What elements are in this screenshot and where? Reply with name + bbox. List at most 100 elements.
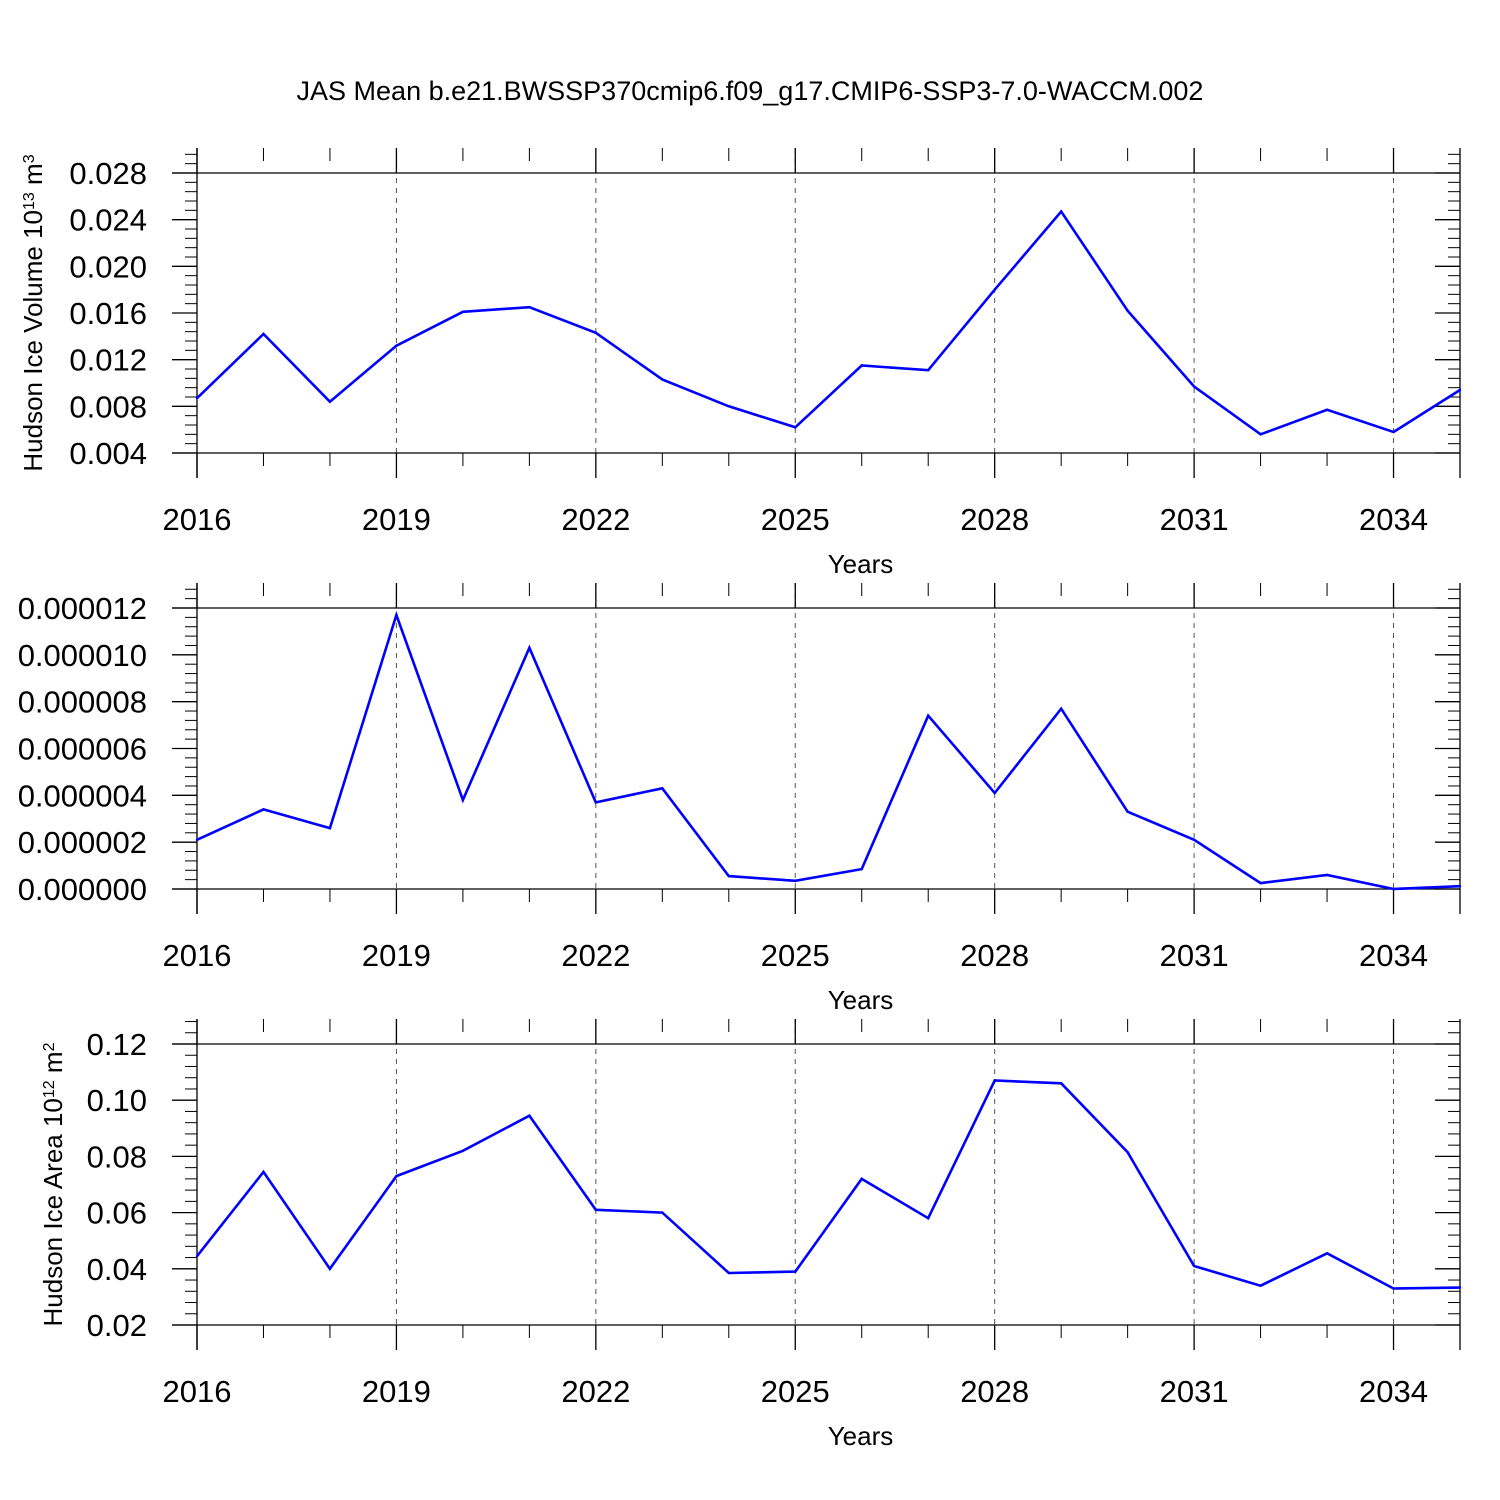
panel-2-data-point xyxy=(661,1211,664,1214)
panel-0-xtick-label: 2019 xyxy=(362,502,431,537)
panel-2-ylabel-ylabel_sup1: 12 xyxy=(41,1080,58,1098)
panel-0-data-point xyxy=(262,332,265,336)
panel-2-xtick-label: 2034 xyxy=(1359,1374,1428,1409)
panel-1-ytick-label: 0.000004 xyxy=(18,778,147,813)
panel-0-data-point xyxy=(1259,433,1262,436)
panel-2-series-line xyxy=(195,1079,1461,1290)
panel-1-series-line xyxy=(196,610,1461,891)
panel-2-xtick-label: 2028 xyxy=(960,1374,1029,1409)
panel-1-data-point xyxy=(1192,838,1196,842)
panel-1-xtick-label: 2028 xyxy=(960,938,1029,973)
panel-0-xtick-label: 2031 xyxy=(1160,502,1229,537)
panel-0-data-point xyxy=(1192,385,1196,388)
panel-1-xtick-label: 2031 xyxy=(1160,938,1229,973)
panel-2-ytick-label: 0.06 xyxy=(87,1196,147,1231)
panel-0-xtick-label: 2016 xyxy=(163,502,232,537)
panel-2-data-point xyxy=(1259,1284,1262,1287)
panel-0-xtick-label: 2025 xyxy=(761,502,830,537)
panel-0-data-point xyxy=(860,364,863,367)
panel-1-xtick-label: 2034 xyxy=(1359,938,1428,973)
panel-2-xtick-label: 2022 xyxy=(561,1374,630,1409)
panel-2-ytick-label: 0.08 xyxy=(87,1139,147,1174)
panel-2-ytick-label: 0.12 xyxy=(87,1027,147,1062)
chart-title: JAS Mean b.e21.BWSSP370cmip6.f09_g17.CMI… xyxy=(297,76,1204,106)
panel-0-ytick-label: 0.024 xyxy=(69,203,147,238)
panel-2-data-point xyxy=(528,1114,531,1117)
panel-1-xtick-label: 2022 xyxy=(561,938,630,973)
panel-1-xtick-label: 2025 xyxy=(761,938,830,973)
panel-2-data-point xyxy=(1325,1252,1329,1255)
panel-0-data-point xyxy=(528,305,531,309)
panel-0-ytick-label: 0.012 xyxy=(69,343,147,378)
panel-0-xlabel: Years xyxy=(828,549,894,579)
panel-1-data-point xyxy=(993,791,996,795)
panel-1-ytick-label: 0.000010 xyxy=(18,638,147,673)
panel-0-data-point xyxy=(1059,210,1063,213)
panel-2-data-point xyxy=(1059,1082,1063,1085)
panel-2-data-point xyxy=(860,1177,863,1181)
panel-2-data-point xyxy=(727,1271,730,1275)
panel-0-data-point xyxy=(1126,309,1129,312)
ice-thickness-panel: 2016 2019 2022 2025 2028 2031 2034 0.000000 0.00… xyxy=(18,583,1462,1015)
panel-1-ytick-label: 0.000006 xyxy=(18,732,147,767)
panel-1-data-point xyxy=(794,879,797,883)
panel-2-data-point xyxy=(262,1170,265,1174)
panel-1-data-point xyxy=(1458,884,1462,888)
panel-0-ytick-label: 0.020 xyxy=(69,249,147,284)
panel-2-ytick-label: 0.04 xyxy=(87,1252,147,1287)
panel-1-data-point xyxy=(927,714,930,717)
panel-0-data-point xyxy=(328,400,332,403)
panel-0-ytick-label: 0.016 xyxy=(69,296,147,331)
ice-volume-panel: 2016 2019 2022 2025 2028 2031 2034 0.004 0.008 0.… xyxy=(18,148,1462,579)
panel-1-data-point xyxy=(727,874,730,878)
panel-0-data-point xyxy=(461,310,465,314)
ice-area-panel: 2016 2019 2022 2025 2028 2031 2034 0.02 0.04 0.06… xyxy=(38,1019,1462,1451)
panel-2-xtick-label: 2019 xyxy=(362,1374,431,1409)
panel-2-xtick-label: 2025 xyxy=(761,1374,830,1409)
panel-1-xtick-label: 2016 xyxy=(163,938,232,973)
panel-2-data-point xyxy=(594,1208,598,1211)
panel-0-data-point xyxy=(395,344,398,347)
panel-0-data-point xyxy=(927,368,930,372)
panel-2-data-point xyxy=(461,1149,465,1152)
panel-2-data-point xyxy=(794,1270,797,1273)
panel-1-data-point xyxy=(1059,707,1063,710)
panel-1-data-point xyxy=(594,801,598,804)
panel-1-ytick-label: 0.000002 xyxy=(18,825,147,860)
panel-2-data-point xyxy=(927,1217,930,1220)
panel-2-data-point xyxy=(195,1254,199,1258)
panel-1-data-point xyxy=(860,867,863,871)
panel-0-data-point xyxy=(1392,430,1395,434)
panel-2-ylabel-ylabel_mid: m xyxy=(38,1051,68,1080)
panel-0-ylabel-ylabel_prefix: Hudson Ice Volume 10 xyxy=(18,210,48,472)
panel-2-data-point xyxy=(1192,1264,1196,1268)
panel-2-xlabel: Years xyxy=(828,1421,894,1451)
panel-1-data-point xyxy=(395,613,398,617)
panel-2-data-point xyxy=(1392,1287,1395,1290)
panel-1-ytick-label: 0.000000 xyxy=(18,872,147,907)
panel-1-xtick-label: 2019 xyxy=(362,938,431,973)
panel-1-xlabel: Years xyxy=(828,985,894,1015)
panel-0-ylabel-ylabel_sup2: 3 xyxy=(21,154,38,163)
panel-1-data-point xyxy=(1259,881,1262,885)
panel-2-data-point xyxy=(328,1267,332,1271)
panel-0-data-point xyxy=(1458,388,1462,392)
panel-1-data-point xyxy=(661,787,664,790)
panel-0-data-point xyxy=(727,405,730,408)
panel-2-ytick-label: 0.10 xyxy=(87,1083,147,1118)
panel-0-data-point xyxy=(594,331,598,335)
panel-1-data-point xyxy=(1325,873,1329,877)
panel-2-data-point xyxy=(395,1174,398,1178)
panel-2-xtick-label: 2031 xyxy=(1160,1374,1229,1409)
panel-2-ytick-label: 0.02 xyxy=(87,1308,147,1343)
panel-0-ylabel-ylabel_sup1: 13 xyxy=(21,192,38,210)
panel-1-data-point xyxy=(195,838,199,842)
panel-1-ytick-label: 0.000008 xyxy=(18,685,147,720)
panel-1-data-point xyxy=(528,646,531,650)
panel-0-series-line xyxy=(196,209,1461,436)
panel-1-data-point xyxy=(1126,810,1129,813)
panel-2-data-point xyxy=(993,1079,996,1082)
panel-2-ylabel-ylabel_prefix: Hudson Ice Area 10 xyxy=(38,1098,68,1326)
panel-0-data-point xyxy=(993,288,996,291)
